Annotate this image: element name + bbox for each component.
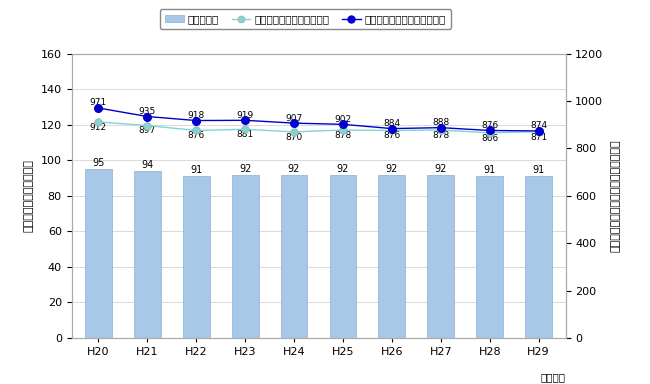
Text: 94: 94 (141, 160, 153, 170)
Text: 935: 935 (138, 107, 156, 116)
Text: 870: 870 (285, 133, 303, 142)
Y-axis label: ごみ排出量（万ｔ／年）: ごみ排出量（万ｔ／年） (23, 159, 34, 232)
Bar (525, 176, 552, 338)
Bar (183, 176, 210, 338)
Text: 881: 881 (237, 130, 254, 139)
Text: 92: 92 (385, 164, 398, 174)
Text: （年度）: （年度） (541, 372, 566, 382)
Text: 95: 95 (92, 158, 105, 168)
Bar (231, 174, 259, 338)
Text: 874: 874 (530, 121, 547, 131)
Y-axis label: １人１日当たりの排出量（ｇ／人日）: １人１日当たりの排出量（ｇ／人日） (610, 139, 620, 252)
Text: 912: 912 (90, 123, 107, 132)
Text: 888: 888 (432, 118, 449, 127)
Text: 919: 919 (237, 111, 254, 120)
Text: 876: 876 (384, 131, 400, 141)
Text: 91: 91 (532, 166, 545, 175)
Text: 91: 91 (484, 166, 496, 175)
Text: 92: 92 (288, 164, 300, 174)
Text: 876: 876 (188, 131, 205, 141)
Bar (378, 174, 406, 338)
Text: 878: 878 (432, 131, 449, 140)
Text: 92: 92 (337, 164, 349, 174)
Text: 871: 871 (530, 132, 547, 142)
Text: 876: 876 (481, 121, 499, 130)
Bar (476, 176, 503, 338)
Text: 897: 897 (138, 126, 156, 136)
Text: 971: 971 (90, 98, 107, 108)
Text: 866: 866 (481, 134, 499, 143)
Bar (330, 174, 356, 338)
Bar (85, 169, 112, 338)
Text: 902: 902 (334, 115, 352, 124)
Bar (281, 174, 307, 338)
Text: 92: 92 (435, 164, 447, 174)
Text: 907: 907 (285, 114, 303, 122)
Text: 918: 918 (188, 111, 205, 120)
Bar (134, 171, 161, 338)
Text: 91: 91 (190, 166, 202, 175)
Text: 884: 884 (384, 119, 400, 128)
Text: 92: 92 (239, 164, 252, 174)
Legend: ごみ排出量, １人１日排出量（広島県）, １人１日排出量（全国平均）: ごみ排出量, １人１日排出量（広島県）, １人１日排出量（全国平均） (160, 9, 451, 30)
Text: 878: 878 (334, 131, 352, 140)
Bar (427, 174, 454, 338)
